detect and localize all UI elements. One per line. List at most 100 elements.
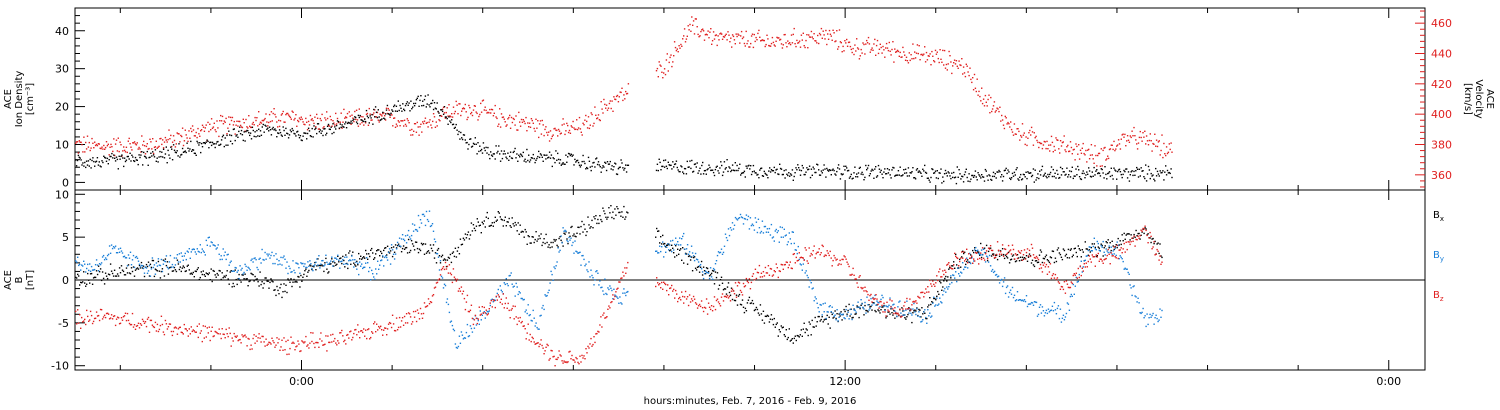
data-point [177,261,180,263]
data-point [764,315,767,317]
data-point [490,154,493,156]
data-point [565,154,567,156]
data-point [692,170,695,173]
data-point [822,30,824,32]
data-point [204,275,206,277]
data-point [719,167,721,169]
data-point [161,143,163,146]
data-point [749,217,752,219]
data-point [804,173,806,176]
data-point [122,270,125,273]
data-point [606,293,608,296]
data-point [1080,152,1083,154]
data-point [706,267,709,270]
data-point [163,157,166,159]
data-point [130,264,133,266]
data-point [815,171,817,174]
data-point [500,218,502,220]
data-point [397,244,400,247]
data-point [199,135,201,137]
data-point [286,291,288,294]
data-point [183,255,185,257]
data-point [369,115,371,117]
data-point [870,305,872,308]
data-point [404,123,407,126]
data-point [769,171,772,173]
data-point [595,215,597,217]
data-point [954,176,957,178]
data-point [1133,285,1135,287]
data-point [370,279,372,281]
data-point [894,317,896,319]
data-point [824,302,826,304]
data-point [1030,126,1033,129]
data-point [947,171,949,173]
data-point [236,134,238,136]
data-point [740,30,743,33]
data-point [991,110,993,113]
data-point [97,270,100,272]
data-point [1031,259,1034,261]
data-point [705,271,708,273]
data-point [259,257,261,259]
data-point [936,295,938,297]
data-point [1064,149,1066,151]
data-point [365,109,368,112]
data-point [296,281,298,283]
data-point [884,56,886,58]
data-point [473,327,476,329]
data-point [299,118,302,121]
data-point [1165,165,1167,167]
data-point [499,126,502,128]
data-point [735,294,738,296]
data-point [431,250,434,252]
data-point [294,272,296,274]
data-point [921,307,923,309]
data-point [1153,178,1155,180]
data-point [370,119,372,121]
data-point [273,289,275,291]
data-point [85,323,87,326]
data-point [842,173,844,175]
data-point [143,155,146,157]
data-point [988,174,990,176]
data-point [799,334,801,336]
data-point [915,169,918,171]
data-point [199,244,201,246]
data-point [662,234,664,237]
data-point [118,155,120,157]
data-point [204,254,206,256]
data-point [361,121,363,124]
data-point [148,156,150,159]
data-point [1094,145,1096,147]
data-point [578,164,581,166]
data-point [1104,254,1106,256]
data-point [117,168,119,170]
data-point [663,72,665,74]
density-tick-label: 10 [55,139,69,152]
data-point [893,309,895,312]
data-point [627,83,630,85]
data-point [529,126,532,128]
data-point [356,260,358,263]
data-point [711,269,714,272]
data-point [683,248,686,250]
data-point [1052,310,1055,312]
data-point [354,259,356,261]
data-point [904,59,907,61]
data-point [433,102,436,104]
data-point [365,113,368,116]
data-point [989,265,992,267]
data-point [544,242,546,245]
data-point [280,114,283,116]
data-point [567,131,570,134]
data-point [574,128,576,131]
data-point [302,262,304,265]
data-point [1007,296,1010,298]
data-point [728,166,730,168]
data-point [393,329,396,332]
data-point [985,101,987,103]
data-point [181,135,183,138]
data-point [969,261,971,264]
data-point [378,116,380,118]
